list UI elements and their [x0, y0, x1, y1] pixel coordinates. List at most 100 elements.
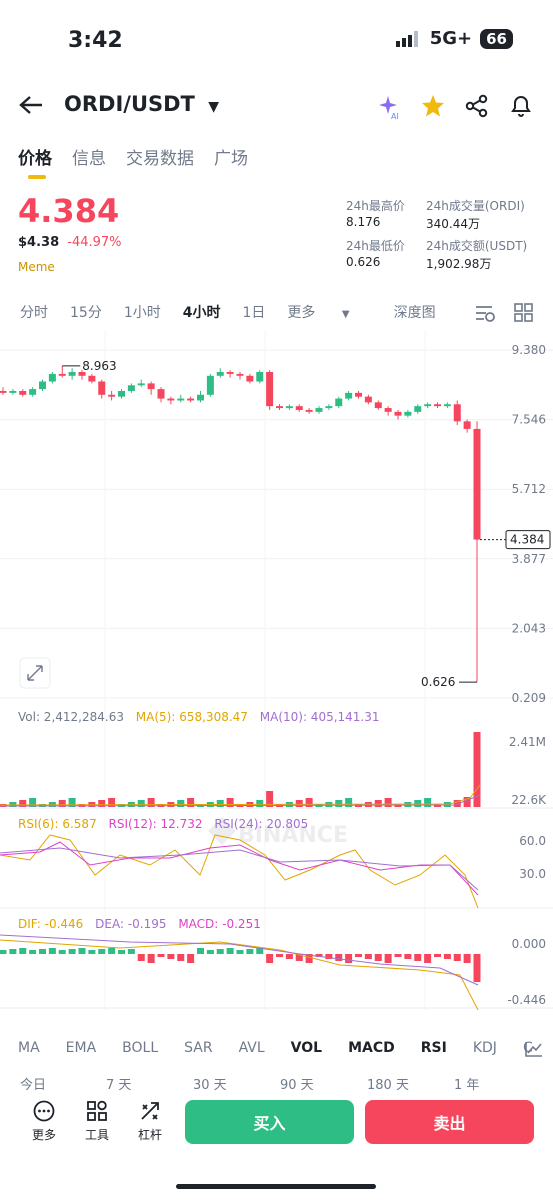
status-time: 3:42: [68, 28, 123, 53]
interval-more-label: 更多: [287, 305, 316, 321]
tab-price[interactable]: 价格: [18, 149, 52, 169]
rsi-lines: 60.0 30.0: [0, 834, 546, 909]
volume-bar: [335, 800, 343, 807]
macd-bar: [118, 950, 125, 954]
macd-bar: [424, 954, 432, 963]
tab-square[interactable]: 广场: [214, 149, 248, 169]
back-arrow-icon[interactable]: [18, 94, 44, 116]
bell-icon[interactable]: [509, 93, 533, 119]
expand-icon: [27, 665, 43, 681]
macd-bar: [394, 954, 402, 957]
candle-body: [414, 406, 422, 412]
volume-bar: [147, 798, 155, 807]
interval-more[interactable]: 更多 ▼: [287, 302, 371, 322]
candle-body: [394, 411, 402, 416]
range-today[interactable]: 今日: [20, 1078, 47, 1093]
candle-body: [226, 372, 234, 374]
interval-4h[interactable]: 4小时: [182, 305, 221, 321]
main-tabs: 价格 信息 交易数据 广场: [18, 144, 248, 169]
candle-body: [108, 394, 116, 397]
candle-body: [345, 392, 353, 399]
kline-chart[interactable]: BINANCE 9.380 7.546 5.712 3.877 2.043 0.209 8…: [0, 330, 553, 1010]
leverage-tool[interactable]: 杠杆: [130, 1100, 170, 1143]
rsi-tick-30: 30.0: [519, 867, 546, 881]
candle-body: [305, 409, 313, 412]
vol-value: Vol: 2,412,284.63: [18, 710, 124, 724]
macd-bar: [216, 949, 224, 954]
macd-bar: [68, 949, 76, 954]
candle-body: [137, 383, 145, 386]
caret-down-icon: ▼: [208, 99, 219, 115]
ind-avl[interactable]: AVL: [238, 1040, 265, 1056]
tools-label: 工具: [84, 1128, 109, 1142]
macd-bar: [266, 954, 274, 963]
volume-bar: [305, 798, 313, 807]
tools-tool[interactable]: 工具: [77, 1100, 117, 1143]
range-1y[interactable]: 1 年: [454, 1078, 480, 1093]
interval-line[interactable]: 分时: [20, 305, 48, 321]
ind-vol[interactable]: VOL: [290, 1040, 323, 1056]
candle-body: [88, 375, 96, 382]
candle-body: [157, 389, 165, 399]
ind-kdj[interactable]: KDJ: [472, 1040, 497, 1056]
star-icon[interactable]: [421, 94, 445, 118]
range-30d[interactable]: 30 天: [193, 1078, 227, 1093]
ind-sar[interactable]: SAR: [184, 1040, 213, 1056]
volume-bar: [108, 798, 116, 807]
candle-body: [78, 372, 86, 376]
chart-settings-icon[interactable]: [474, 303, 496, 323]
macd-bar: [315, 954, 323, 957]
ind-ema[interactable]: EMA: [65, 1040, 97, 1056]
more-label: 更多: [31, 1128, 56, 1142]
range-7d[interactable]: 7 天: [106, 1078, 132, 1093]
candle-body: [364, 396, 372, 403]
macd-value: MACD: -0.251: [178, 917, 261, 931]
macd-bar: [256, 948, 264, 954]
price-sub: $4.38 -44.97%: [18, 235, 122, 250]
sell-button[interactable]: 卖出: [365, 1100, 534, 1144]
layout-grid-icon[interactable]: [514, 303, 534, 323]
more-tool[interactable]: 更多: [24, 1100, 64, 1143]
tab-trading-data[interactable]: 交易数据: [126, 149, 194, 169]
rsi6-line: [0, 834, 479, 909]
ind-boll[interactable]: BOLL: [122, 1040, 159, 1056]
pair-name: ORDI/USDT: [64, 92, 195, 116]
volume-bar: [473, 732, 481, 807]
rsi6: RSI(6): 6.587: [18, 817, 97, 831]
macd-bar: [226, 948, 234, 954]
ind-rsi[interactable]: RSI: [420, 1040, 447, 1056]
volume-bar: [266, 791, 274, 807]
tab-info[interactable]: 信息: [72, 149, 106, 169]
category-tag[interactable]: Meme: [18, 260, 55, 274]
candle-body: [404, 411, 412, 416]
share-icon[interactable]: [465, 94, 489, 118]
range-90d[interactable]: 90 天: [280, 1078, 314, 1093]
caret-down-icon: ▼: [341, 309, 350, 320]
macd-bar: [206, 950, 214, 954]
candle-body: [453, 404, 461, 422]
vol-ma5: MA(5): 658,308.47: [135, 710, 248, 724]
interval-1h[interactable]: 1小时: [123, 305, 161, 321]
pair-title[interactable]: ORDI/USDT ▼: [64, 92, 219, 116]
macd-bar: [108, 948, 116, 954]
ind-ma[interactable]: MA: [18, 1040, 40, 1056]
candle-body: [276, 406, 283, 409]
interval-15m[interactable]: 15分: [70, 305, 102, 321]
candle-body: [473, 428, 481, 540]
ai-sparkle-icon[interactable]: AI: [376, 94, 404, 120]
macd-bar: [404, 954, 412, 959]
ind-macd[interactable]: MACD: [348, 1040, 395, 1056]
candle-body: [39, 381, 46, 390]
volume-bar: [216, 800, 224, 807]
interval-1d[interactable]: 1日: [242, 305, 266, 321]
depth-chart-tab[interactable]: 深度图: [393, 305, 436, 321]
macd-bar: [48, 948, 56, 954]
indicator-chart-icon[interactable]: [524, 1040, 544, 1058]
buy-button[interactable]: 买入: [185, 1100, 354, 1144]
vol-ma10: MA(10): 405,141.31: [259, 710, 380, 724]
volume-ma10-line: [0, 794, 481, 807]
ind-c[interactable]: C: [522, 1040, 533, 1056]
candle-body: [147, 383, 155, 390]
range-180d[interactable]: 180 天: [367, 1078, 409, 1093]
macd-bar: [434, 954, 441, 957]
